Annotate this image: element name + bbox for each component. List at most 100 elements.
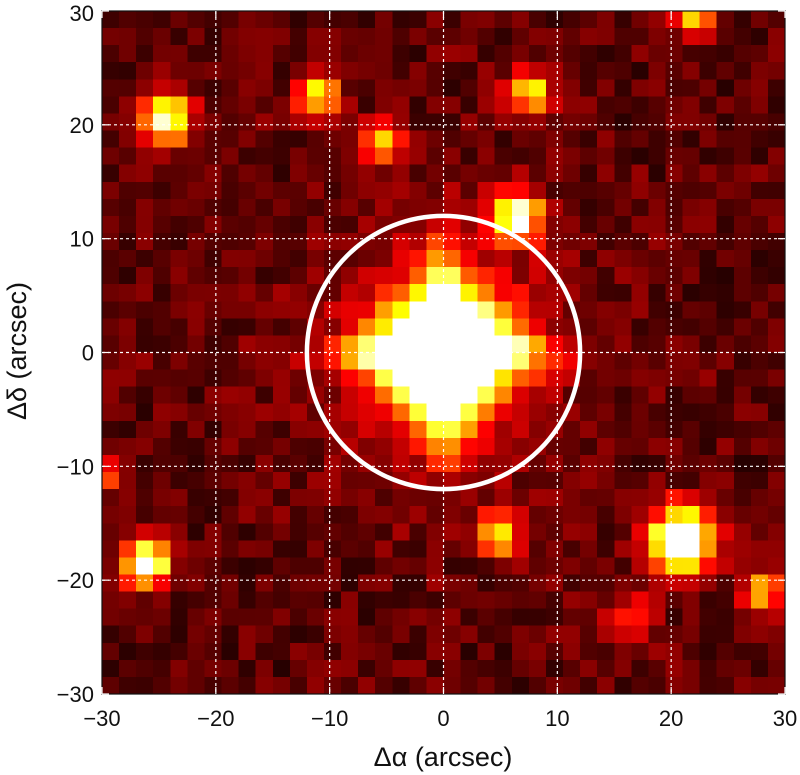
heatmap-cell <box>358 79 376 97</box>
heatmap-cell <box>460 232 479 251</box>
heatmap-cell <box>750 625 769 644</box>
heatmap-cell <box>221 318 240 337</box>
heatmap-cell <box>392 198 410 217</box>
heatmap-cell <box>255 45 274 63</box>
heatmap-cell <box>323 181 342 200</box>
heatmap-cell <box>409 11 428 29</box>
heatmap-cell <box>580 181 598 200</box>
heatmap-cell <box>631 181 649 200</box>
heatmap-cell <box>272 437 291 456</box>
heatmap-cell <box>648 386 667 405</box>
heatmap-cell <box>170 181 188 200</box>
heatmap-cell <box>341 625 359 644</box>
heatmap-cell <box>767 79 786 97</box>
heatmap-cell <box>648 642 667 661</box>
heatmap-cell <box>255 301 274 319</box>
heatmap-cell <box>477 625 496 644</box>
heatmap-cell <box>136 676 154 695</box>
heatmap-cell <box>409 318 428 337</box>
heatmap-cell <box>341 489 359 507</box>
heatmap-cell <box>528 11 547 29</box>
heatmap-cell <box>563 335 581 354</box>
heatmap-cell <box>460 659 479 678</box>
heatmap-cell <box>153 284 171 302</box>
heatmap-cell <box>528 267 547 285</box>
heatmap-cell <box>614 557 632 576</box>
heatmap-cell <box>392 659 410 678</box>
heatmap-cell <box>119 232 137 251</box>
heatmap-cell <box>614 420 632 439</box>
heatmap-cell <box>682 96 701 115</box>
heatmap-cell <box>665 232 684 251</box>
heatmap-cell <box>358 676 376 695</box>
heatmap-cell <box>631 79 649 97</box>
heatmap-cell <box>665 506 684 524</box>
heatmap-cell <box>631 659 649 678</box>
heatmap-cell <box>767 472 786 490</box>
heatmap-cell <box>648 62 667 80</box>
heatmap-cell <box>511 557 530 576</box>
heatmap-cell <box>614 11 632 29</box>
heatmap-cell <box>204 181 223 200</box>
heatmap-cell <box>528 45 547 63</box>
heatmap-cell <box>392 676 410 695</box>
heatmap-cell <box>136 164 154 183</box>
heatmap-cell <box>494 506 513 524</box>
heatmap-cell <box>580 659 598 678</box>
heatmap-cell <box>580 454 598 473</box>
heatmap-cell <box>580 557 598 576</box>
heatmap-cell <box>358 437 376 456</box>
heatmap-cell <box>750 318 769 337</box>
heatmap-cell <box>460 62 479 80</box>
heatmap-cell <box>187 369 206 388</box>
heatmap-cell <box>289 540 308 558</box>
heatmap-cell <box>580 540 598 558</box>
heatmap-cell <box>545 335 564 354</box>
heatmap-cell <box>494 11 513 29</box>
heatmap-cell <box>614 181 632 200</box>
heatmap-cell <box>477 79 496 97</box>
heatmap-cell <box>614 676 632 695</box>
heatmap-cell <box>494 28 513 46</box>
heatmap-cell <box>221 96 240 115</box>
heatmap-cell <box>238 113 257 132</box>
heatmap-cell <box>392 403 410 422</box>
heatmap-cell <box>563 523 581 541</box>
heatmap-cell <box>187 250 206 268</box>
y-tick-label: 30 <box>70 1 94 26</box>
heatmap-cell <box>119 267 137 285</box>
heatmap-cell <box>289 284 308 302</box>
heatmap-cell <box>716 523 735 541</box>
heatmap-cell <box>153 386 171 405</box>
heatmap-cell <box>306 267 325 285</box>
heatmap-cell <box>494 113 513 132</box>
heatmap-cell <box>563 659 581 678</box>
heatmap-cell <box>136 454 154 473</box>
heatmap-cell <box>580 250 598 268</box>
heatmap-cell <box>221 540 240 558</box>
heatmap-cell <box>323 96 342 115</box>
heatmap-cell <box>221 11 240 29</box>
heatmap-cell <box>170 540 188 558</box>
heatmap-cell <box>443 369 462 388</box>
heatmap-cell <box>238 540 257 558</box>
heatmap-cell <box>443 301 462 319</box>
heatmap-cell <box>238 625 257 644</box>
heatmap-cell <box>528 523 547 541</box>
heatmap-cell <box>494 676 513 695</box>
heatmap-cell <box>358 250 376 268</box>
heatmap-cell <box>477 250 496 268</box>
heatmap-cell <box>409 420 428 439</box>
heatmap-cell <box>767 625 786 644</box>
heatmap-cell <box>170 420 188 439</box>
heatmap-cell <box>767 420 786 439</box>
heatmap-cell <box>221 608 240 627</box>
heatmap-cell <box>750 659 769 678</box>
heatmap-cell <box>545 113 564 132</box>
heatmap-cell <box>187 437 206 456</box>
heatmap-cell <box>699 232 718 251</box>
heatmap-cell <box>187 147 206 166</box>
heatmap-cell <box>204 523 223 541</box>
heatmap-cell <box>187 62 206 80</box>
